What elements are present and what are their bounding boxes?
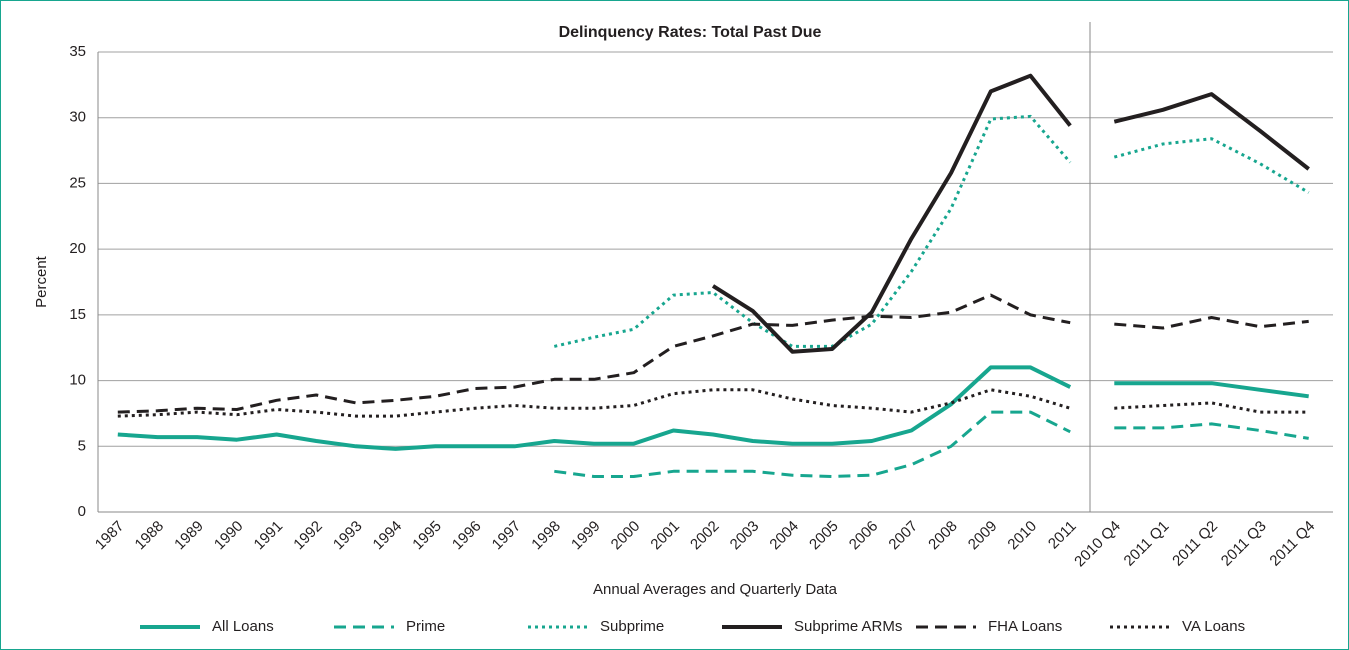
x-tick-label: 2011 Q1 <box>1121 518 1173 570</box>
x-tick-label: 2001 <box>647 518 683 554</box>
x-tick-label: 2004 <box>766 518 802 554</box>
x-tick-label: 2010 Q4 <box>1071 518 1124 571</box>
y-tick-label: 15 <box>69 306 86 323</box>
series-line <box>117 293 1309 414</box>
legend-label: All Loans <box>212 618 274 635</box>
y-tick-label: 5 <box>78 437 86 454</box>
x-tick-label: 2009 <box>965 518 1001 554</box>
y-tick-label: 10 <box>69 372 86 389</box>
x-tick-label: 1993 <box>330 518 366 554</box>
x-tick-label: 2005 <box>806 518 842 554</box>
x-tick-label: 2006 <box>846 518 882 554</box>
series-line <box>711 73 1310 354</box>
x-tick-label: 2011 Q2 <box>1169 518 1221 570</box>
series-line <box>553 114 1310 348</box>
x-tick-label: 2008 <box>925 518 961 554</box>
legend-label: Subprime ARMs <box>794 618 902 635</box>
chart-title: Delinquency Rates: Total Past Due <box>559 24 822 41</box>
legend-label: FHA Loans <box>988 618 1062 635</box>
x-tick-label: 1987 <box>92 518 128 554</box>
series-line <box>554 410 1309 478</box>
legend-label: Prime <box>406 618 445 635</box>
y-tick-label: 0 <box>78 503 86 520</box>
x-tick-label: 1997 <box>489 518 525 554</box>
x-tick-label: 2000 <box>608 518 644 554</box>
x-tick-label: 1998 <box>528 518 564 554</box>
legend-label: VA Loans <box>1182 618 1245 635</box>
y-tick-label: 20 <box>69 240 86 257</box>
y-tick-label: 35 <box>69 43 86 60</box>
x-tick-label: 1996 <box>449 518 485 554</box>
x-tick-label: 2003 <box>727 518 763 554</box>
y-tick-label: 30 <box>69 109 86 126</box>
series-line <box>117 365 1309 451</box>
x-tick-label: 1991 <box>251 518 287 554</box>
x-tick-label: 2011 Q4 <box>1266 518 1318 570</box>
y-tick-label: 25 <box>69 174 86 191</box>
x-tick-label: 1999 <box>568 518 604 554</box>
x-tick-label: 1994 <box>370 518 406 554</box>
x-tick-label: 1988 <box>132 518 168 554</box>
x-tick-label: 2011 <box>1045 518 1080 553</box>
x-tick-label: 2011 Q3 <box>1218 518 1270 570</box>
x-tick-label: 2002 <box>687 518 723 554</box>
x-tick-label: 1995 <box>409 518 445 554</box>
series-line <box>117 388 1309 418</box>
x-tick-label: 1989 <box>171 518 207 554</box>
legend-label: Subprime <box>600 618 664 635</box>
y-axis-title: Percent <box>33 255 50 308</box>
x-tick-label: 2007 <box>885 518 921 554</box>
x-tick-label: 2010 <box>1004 518 1040 554</box>
x-tick-label: 1992 <box>290 518 326 554</box>
x-axis-title: Annual Averages and Quarterly Data <box>593 581 838 598</box>
x-tick-label: 1990 <box>211 518 247 554</box>
